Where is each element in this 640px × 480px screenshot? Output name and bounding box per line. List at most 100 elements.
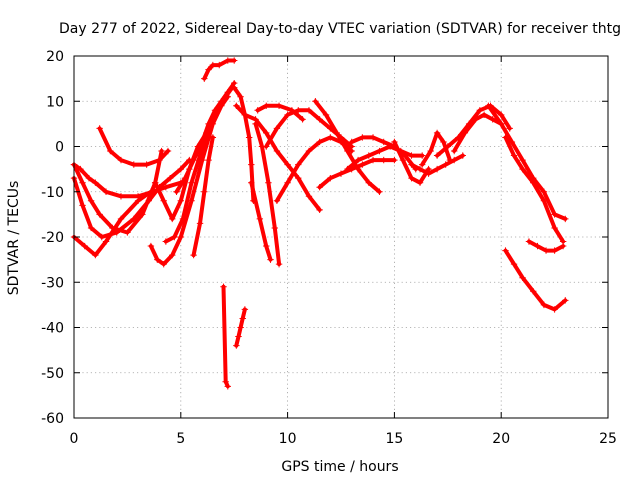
data-point: [440, 138, 447, 146]
data-point: [461, 129, 469, 137]
data-point: [117, 193, 125, 200]
data-point: [519, 165, 526, 173]
series-track-30: [525, 238, 567, 254]
data-point: [433, 129, 441, 137]
x-tick-label: 5: [176, 431, 185, 447]
data-point: [369, 134, 377, 141]
series-track-32: [233, 306, 249, 349]
data-point: [79, 179, 86, 186]
data-point: [113, 229, 120, 236]
data-point: [418, 152, 426, 159]
series-line: [345, 144, 425, 172]
data-point: [295, 174, 302, 182]
series-line: [486, 103, 568, 221]
x-tick-label: 10: [279, 431, 297, 447]
y-tick-label: -30: [41, 275, 64, 291]
data-point: [190, 251, 197, 259]
y-tick-label: -40: [41, 321, 64, 337]
data-point: [551, 247, 558, 254]
data-point: [124, 229, 131, 236]
series-track-13: [233, 102, 323, 214]
data-point: [305, 193, 313, 200]
data-point: [235, 333, 242, 340]
x-axis-label: GPS time / hours: [281, 459, 398, 475]
data-point: [399, 156, 407, 164]
data-point: [147, 188, 155, 195]
data-layer: [70, 57, 569, 390]
data-point: [177, 233, 184, 241]
data-point: [322, 111, 330, 119]
data-point: [312, 98, 319, 105]
data-point: [248, 161, 255, 168]
series-track-11: [201, 57, 238, 82]
data-point: [233, 342, 240, 349]
data-point: [380, 138, 387, 146]
data-point: [96, 211, 103, 218]
data-point: [263, 102, 270, 109]
data-point: [81, 242, 88, 250]
data-point: [158, 147, 165, 155]
data-point: [510, 152, 518, 159]
series-line: [503, 248, 568, 312]
series-track-4: [70, 188, 155, 259]
series-track-31: [502, 247, 569, 313]
data-point: [502, 247, 509, 254]
y-tick-label: 20: [46, 49, 64, 65]
data-point: [476, 107, 484, 114]
data-point: [188, 179, 195, 186]
x-tick-label: 15: [385, 431, 403, 447]
y-tick-label: -50: [41, 366, 64, 382]
data-point: [102, 238, 110, 245]
y-axis-label: SDTVAR / TECUs: [6, 181, 22, 296]
y-tick-label: -20: [41, 230, 64, 246]
data-point: [316, 116, 323, 123]
data-point: [263, 143, 270, 150]
data-point: [263, 242, 270, 250]
data-point: [333, 129, 340, 137]
data-point: [275, 260, 283, 268]
data-point: [416, 179, 424, 186]
data-point: [540, 188, 548, 195]
data-point: [139, 211, 146, 218]
data-point: [241, 111, 249, 119]
data-point: [102, 188, 110, 195]
data-point: [559, 242, 567, 250]
data-point: [211, 107, 219, 114]
data-point: [160, 197, 167, 204]
series-line: [232, 85, 256, 203]
series-track-14: [252, 120, 283, 268]
data-point: [295, 161, 302, 168]
data-point: [164, 147, 172, 155]
data-point: [162, 184, 170, 191]
data-point: [160, 260, 167, 268]
data-point: [305, 147, 313, 155]
data-point: [201, 188, 208, 195]
data-point: [218, 98, 225, 105]
data-point: [154, 256, 161, 263]
data-point: [271, 224, 278, 232]
data-point: [498, 120, 505, 128]
data-point: [273, 125, 281, 132]
x-tick-label: 0: [70, 431, 79, 447]
series-track-29: [502, 134, 567, 245]
data-point: [231, 84, 238, 91]
data-point: [284, 111, 291, 119]
data-point: [177, 165, 184, 173]
data-point: [284, 179, 291, 186]
data-point: [480, 111, 488, 119]
series-line: [249, 180, 273, 262]
data-point: [87, 197, 95, 204]
data-point: [237, 324, 244, 331]
data-point: [485, 102, 492, 109]
series-track-33: [220, 283, 231, 390]
data-point: [442, 161, 449, 168]
data-point: [472, 116, 479, 123]
data-point: [359, 134, 366, 141]
data-point: [166, 174, 174, 182]
data-point: [117, 156, 125, 164]
data-point: [171, 233, 178, 241]
series-track-5: [96, 125, 172, 168]
data-point: [562, 297, 569, 304]
